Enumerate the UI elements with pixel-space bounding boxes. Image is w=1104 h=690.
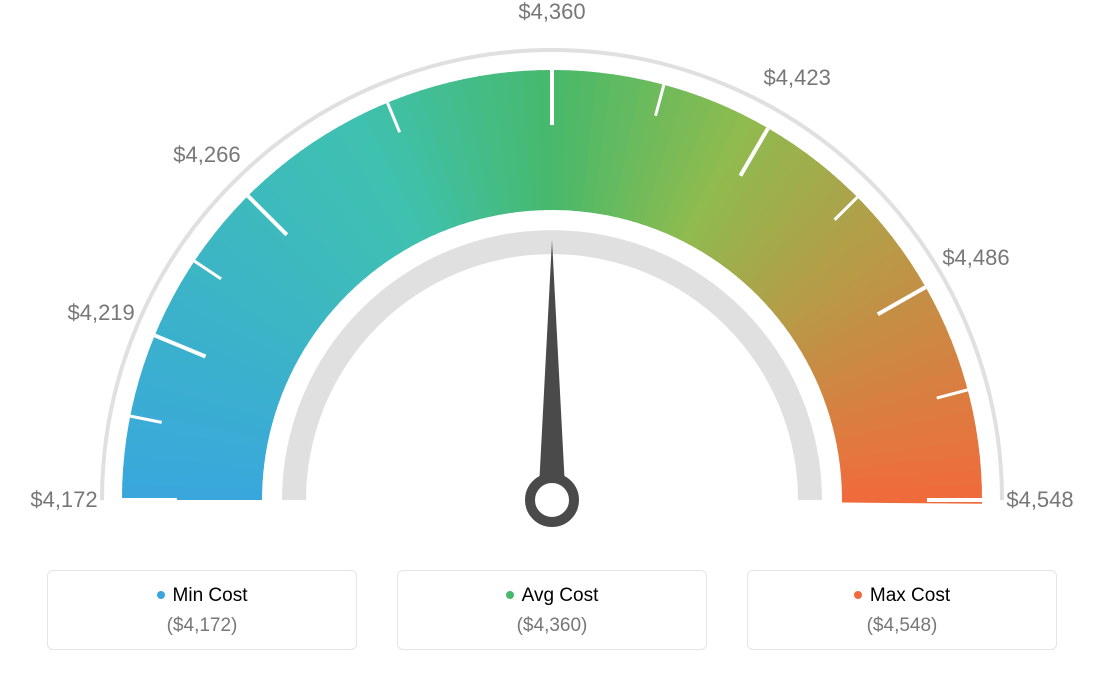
dot-icon	[157, 591, 165, 599]
legend-card-avg: Avg Cost ($4,360)	[397, 570, 707, 650]
legend-title-min: Min Cost	[58, 585, 346, 607]
legend-title-avg: Avg Cost	[408, 585, 696, 607]
dot-icon	[506, 591, 514, 599]
legend-title-text: Min Cost	[173, 585, 248, 606]
dot-icon	[854, 591, 862, 599]
legend-value-avg: ($4,360)	[408, 615, 696, 637]
legend-row: Min Cost ($4,172) Avg Cost ($4,360) Max …	[0, 570, 1104, 650]
gauge-tick-label: $4,360	[518, 0, 585, 25]
legend-card-min: Min Cost ($4,172)	[47, 570, 357, 650]
gauge-tick-label: $4,548	[1006, 487, 1073, 513]
legend-title-text: Max Cost	[870, 585, 950, 606]
cost-gauge-chart: $4,172 $4,219 $4,266 $4,360 $4,423 $4,486 $4,5…	[0, 0, 1104, 560]
gauge-svg	[0, 0, 1104, 560]
legend-card-max: Max Cost ($4,548)	[747, 570, 1057, 650]
gauge-tick-label: $4,266	[173, 142, 240, 168]
gauge-tick-label: $4,219	[67, 300, 134, 326]
gauge-tick-label: $4,172	[30, 487, 97, 513]
gauge-tick-label: $4,423	[764, 65, 831, 91]
legend-value-max: ($4,548)	[758, 615, 1046, 637]
legend-value-min: ($4,172)	[58, 615, 346, 637]
gauge-tick-label: $4,486	[942, 245, 1009, 271]
legend-title-max: Max Cost	[758, 585, 1046, 607]
legend-title-text: Avg Cost	[522, 585, 599, 606]
